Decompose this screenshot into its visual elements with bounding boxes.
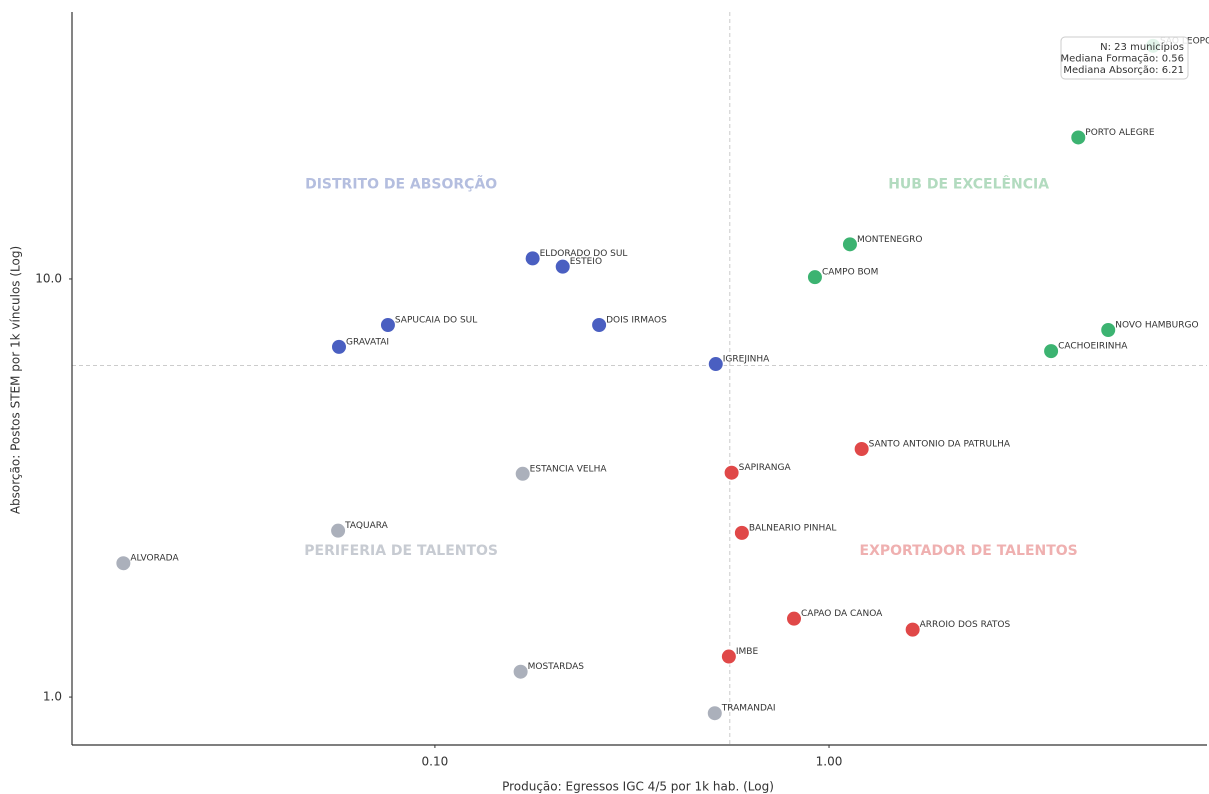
x-axis-label: Produção: Egressos IGC 4/5 por 1k hab. (… <box>502 780 774 794</box>
point-label: ESTEIO <box>570 257 602 267</box>
point-label: PORTO ALEGRE <box>1085 128 1155 138</box>
point <box>379 317 396 334</box>
point-label: TAQUARA <box>344 521 389 531</box>
point <box>723 464 740 481</box>
point <box>806 269 823 286</box>
x-tick-label: 0.10 <box>422 755 449 769</box>
info-text: Mediana Formação: 0.56 <box>1060 54 1184 65</box>
point <box>733 524 750 541</box>
point-label: CAPAO DA CANOA <box>801 609 883 619</box>
point-label: DOIS IRMAOS <box>606 316 667 326</box>
point-label: TRAMANDAI <box>721 704 776 714</box>
y-tick-label: 10.0 <box>35 271 62 285</box>
point-label: MOSTARDAS <box>528 662 585 672</box>
point <box>512 663 529 680</box>
point-label: SANTO ANTONIO DA PATRULHA <box>869 440 1011 450</box>
info-box <box>1060 36 1189 80</box>
point-label: NOVO HAMBURGO <box>1115 320 1198 330</box>
y-tick-label: 1.0 <box>43 690 62 704</box>
point <box>904 621 921 638</box>
point <box>706 705 723 722</box>
point <box>786 610 803 627</box>
quadrant-label: EXPORTADOR DE TALENTOS <box>860 543 1078 559</box>
point <box>1070 129 1087 146</box>
point <box>591 317 608 334</box>
point-label: ARROIO DOS RATOS <box>920 620 1011 630</box>
point-label: ALVORADA <box>130 554 179 564</box>
y-axis-label: Absorção: Postos STEM por 1k vínculos (L… <box>9 246 23 514</box>
point-label: SAPIRANGA <box>739 463 792 473</box>
point <box>115 555 132 572</box>
x-tick-label: 1.00 <box>816 755 843 769</box>
point-label: IGREJINHA <box>723 355 770 365</box>
quadrant-label: PERIFERIA DE TALENTOS <box>304 543 498 559</box>
point-label: SAPUCAIA DO SUL <box>395 316 477 326</box>
point <box>720 648 737 665</box>
point <box>330 522 347 539</box>
point <box>330 338 347 355</box>
point-label: ELDORADO DO SUL <box>540 249 628 259</box>
quadrant-label: DISTRITO DE ABSORÇÃO <box>305 175 497 192</box>
point <box>853 441 870 458</box>
point <box>707 356 724 373</box>
point-label: CACHOEIRINHA <box>1058 342 1128 352</box>
point <box>554 258 571 275</box>
point-label: CAMPO BOM <box>822 268 878 278</box>
point <box>514 465 531 482</box>
point-label: GRAVATAI <box>346 337 389 347</box>
point-label: MONTENEGRO <box>857 235 923 245</box>
point <box>524 250 541 267</box>
quadrant-label: HUB DE EXCELÊNCIA <box>888 175 1049 192</box>
point <box>1043 343 1060 360</box>
info-text: N: 23 municípios <box>1100 41 1184 53</box>
point-label: BALNEARIO PINHAL <box>749 523 837 533</box>
point <box>1100 321 1117 338</box>
point <box>841 236 858 253</box>
info-text: Mediana Absorção: 6.21 <box>1063 65 1184 76</box>
point-label: IMBE <box>736 647 759 657</box>
point-label: ESTANCIA VELHA <box>530 464 608 474</box>
